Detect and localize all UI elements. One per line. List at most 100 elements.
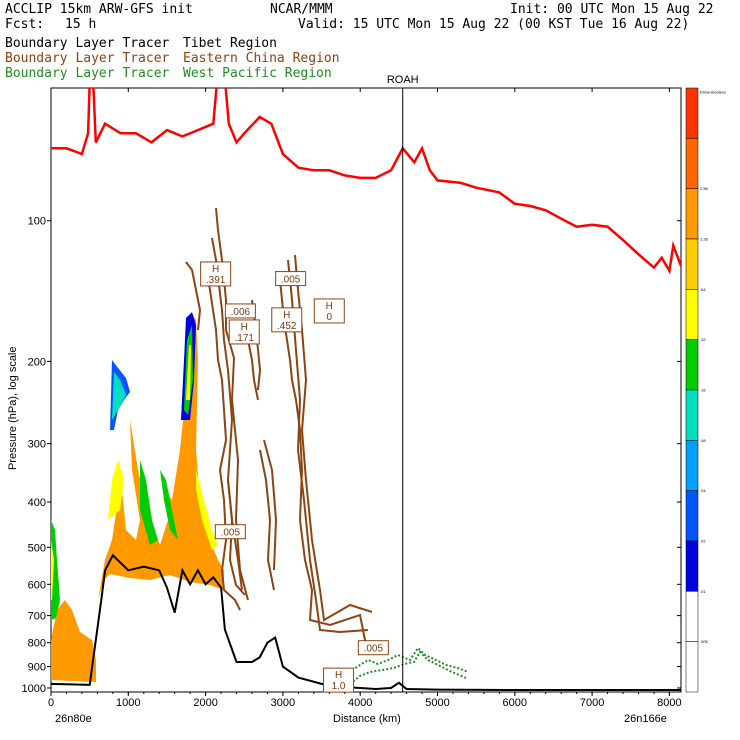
contour-label-value: .005	[221, 528, 241, 539]
colorbar-level-label: 1.28	[700, 237, 709, 242]
marker-layer: ROAH	[387, 74, 419, 692]
legend-tibet-region: Tibet Region	[183, 36, 277, 51]
colorbar-level-label: .005	[700, 639, 709, 644]
y-tick-label: 500	[28, 542, 46, 554]
marker-label: ROAH	[387, 74, 419, 86]
contour-label-box	[357, 640, 389, 656]
y-axis-label: Pressure (hPa), log scale	[7, 347, 19, 471]
colorbar-swatch	[685, 591, 699, 642]
y-tick-label: 700	[28, 611, 46, 623]
plot-frame	[50, 87, 682, 693]
right-endpoint-label: 26n166e	[624, 713, 667, 725]
institution-label: NCAR/MMM	[270, 2, 333, 17]
x-tick-label: 6000	[503, 697, 527, 709]
contour-label: H.171	[228, 319, 260, 345]
contour-label-value: .171	[235, 333, 255, 344]
tibet-tracer-shading	[51, 312, 224, 682]
init-time: Init: 00 UTC Mon 15 Aug 22	[510, 2, 714, 17]
series-line-terrain	[51, 553, 681, 691]
contour-label-marker: H	[283, 310, 290, 321]
y-tick-label: 1000	[22, 683, 46, 695]
x-tick-label: 4000	[348, 697, 372, 709]
colorbar-level-label: .08	[700, 438, 706, 443]
contour-label: .005	[275, 271, 307, 287]
contour-label-value: 1.0	[332, 681, 346, 692]
y-tick-label: 400	[28, 497, 46, 509]
legend-west-pacific-region: West Pacific Region	[183, 66, 332, 81]
colorbar-swatch	[685, 641, 699, 693]
left-endpoint-label: 26n80e	[55, 713, 92, 725]
forecast-label: Fcst:	[5, 17, 44, 32]
contour-label-marker: H	[212, 264, 219, 275]
valid-time: Valid: 15 UTC Mon 15 Aug 22 (00 KST Tue …	[298, 17, 689, 32]
contour-label: .006	[224, 303, 256, 319]
colorbar-level-label: Dimensionless	[700, 90, 726, 95]
colorbar-swatch	[685, 389, 699, 441]
contour-label-value: 0	[327, 312, 333, 323]
colorbar-swatch	[685, 289, 699, 340]
contour-label-box	[275, 271, 307, 287]
legend-eastern-china-region: Eastern China Region	[183, 51, 340, 66]
x-tick-label: 5000	[425, 697, 449, 709]
contour-label-value: .005	[364, 644, 384, 655]
x-tick-label: 8000	[657, 697, 681, 709]
colorbar-swatch	[685, 138, 699, 189]
x-tick-label: 1000	[116, 697, 140, 709]
x-tick-label: 0	[48, 697, 54, 709]
colorbar: Dimensionless 2.56 1.28 .64 .32 .16 .08 .04 .02.…	[685, 87, 726, 693]
colorbar-level-label: .32	[700, 337, 706, 342]
contour-label-marker: H	[241, 322, 248, 333]
colorbar-level-label: .02	[700, 539, 706, 544]
colorbar-level-label: .01	[700, 589, 706, 594]
y-tick-label: 900	[28, 662, 46, 674]
contour-label-box	[228, 319, 260, 345]
contour-label: .005	[214, 524, 246, 540]
contour-label-box	[214, 524, 246, 540]
colorbar-level-label: 2.56	[700, 186, 709, 191]
y-axis: 100 200 300 400 500 600 700 800 900 1000	[22, 216, 681, 695]
y-tick-label: 200	[28, 356, 46, 368]
colorbar-level-label: .64	[700, 287, 706, 292]
colorbar-swatch	[685, 188, 699, 240]
series-line-tropopause	[51, 88, 681, 275]
contour-label-value: .005	[281, 275, 301, 286]
x-axis-label: Distance (km)	[333, 713, 401, 725]
colorbar-swatch	[685, 339, 699, 391]
y-tick-label: 100	[28, 216, 46, 228]
colorbar-swatch	[685, 440, 699, 491]
contour-label-value: .006	[231, 307, 251, 318]
model-title: ACCLIP 15km ARW-GFS init	[5, 2, 193, 17]
west-pacific-tracer-contours	[344, 646, 469, 685]
contour-label: H1.0	[323, 667, 355, 693]
colorbar-swatch	[685, 87, 699, 139]
colorbar-swatch	[685, 490, 699, 542]
legend-tibet-prefix: Boundary Layer Tracer	[5, 36, 170, 51]
contour-label-box	[224, 303, 256, 319]
y-tick-label: 300	[28, 439, 46, 451]
x-tick-label: 2000	[193, 697, 217, 709]
contour-label-value: .391	[206, 275, 226, 286]
contour-label: .005	[357, 640, 389, 656]
contour-label-value: .452	[277, 321, 297, 332]
y-tick-label: 800	[28, 638, 46, 650]
legend-west-pacific-prefix: Boundary Layer Tracer	[5, 66, 170, 81]
legend: Boundary Layer Tracer Tibet Region Bound…	[5, 36, 340, 81]
colorbar-swatch	[685, 238, 699, 290]
series-layer	[51, 88, 681, 691]
contour-label: H0	[313, 298, 345, 324]
x-tick-label: 3000	[271, 697, 295, 709]
colorbar-level-label: .16	[700, 388, 706, 393]
colorbar-swatch	[685, 540, 699, 592]
contour-label-box	[200, 261, 232, 287]
contour-label-box	[313, 298, 345, 324]
colorbar-level-label: .04	[700, 488, 706, 493]
contour-label-marker: H	[335, 670, 342, 681]
x-tick-label: 7000	[580, 697, 604, 709]
x-axis: 0 1000 2000 3000 4000 5000 6000 7000 8000	[48, 88, 682, 709]
y-tick-label: 600	[28, 579, 46, 591]
legend-eastern-china-prefix: Boundary Layer Tracer	[5, 51, 170, 66]
contour-label-box	[323, 667, 355, 693]
forecast-hour: 15 h	[65, 17, 96, 32]
